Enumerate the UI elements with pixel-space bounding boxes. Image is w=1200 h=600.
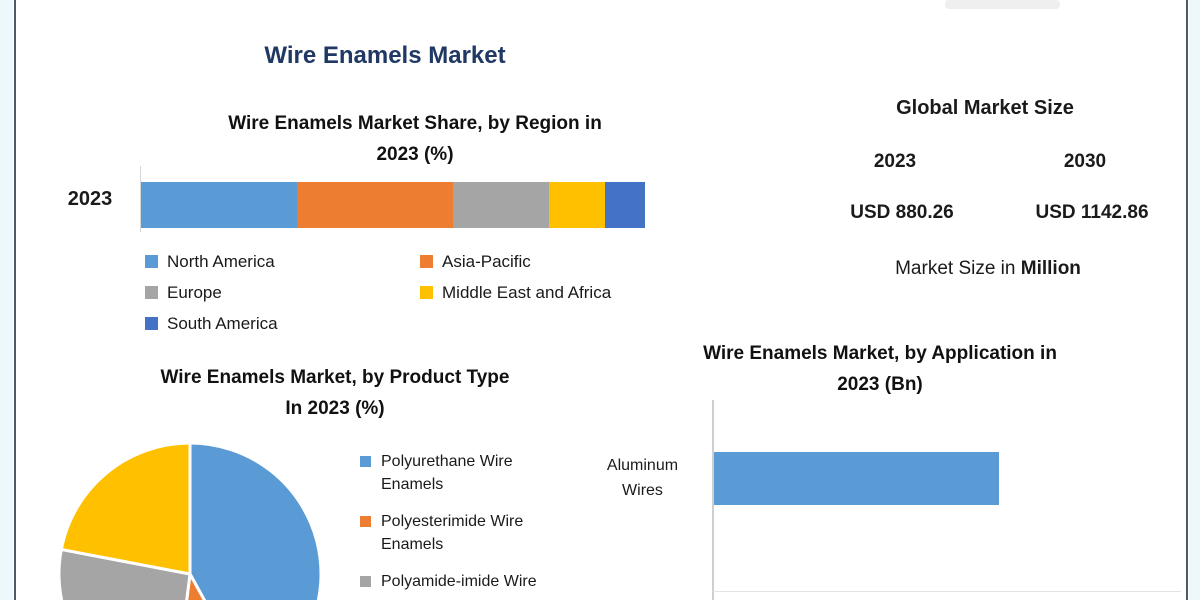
product-pie-title-line1: Wire Enamels Market, by Product Type	[160, 367, 510, 388]
region-chart-title: Wire Enamels Market Share, by Region in …	[115, 108, 715, 170]
product-pie-title-line2: In 2023 (%)	[285, 398, 385, 419]
legend-label-middle-east-africa: Middle East and Africa	[442, 282, 612, 302]
pie-legend-polyesterimide-line2: Enamels	[381, 536, 444, 553]
application-chart-baseline	[713, 591, 1181, 592]
pie-legend-swatch-polyamide-imide	[360, 576, 371, 587]
legend-item-europe: Europe	[145, 277, 420, 308]
pie-slice-3	[59, 441, 192, 576]
application-chart-title-line1: Wire Enamels Market, by Application in	[703, 343, 1057, 364]
application-chart-plot	[714, 452, 1181, 505]
product-pie-svg	[57, 441, 323, 600]
legend-swatch-south-america	[145, 317, 158, 330]
global-market-size-title: Global Market Size	[896, 97, 1074, 119]
region-bar-segment-0	[141, 182, 298, 228]
pie-legend-item-polyamide-imide: Polyamide-imide Wire	[360, 570, 600, 593]
product-pie-title: Wire Enamels Market, by Product Type In …	[85, 362, 585, 424]
watermark-remnant	[945, 0, 1060, 9]
market-size-unit-note-unit: Million	[1020, 258, 1081, 279]
region-chart-category-label: 2023	[67, 188, 113, 210]
legend-label-north-america: North America	[167, 251, 275, 271]
pie-slice-2	[57, 547, 192, 600]
legend-label-south-america: South America	[167, 313, 278, 333]
region-chart-axis-line	[140, 166, 141, 232]
region-stacked-bar	[141, 182, 645, 228]
pie-slice-0	[188, 441, 323, 600]
pie-legend-label-polyamide-imide: Polyamide-imide Wire	[381, 570, 537, 593]
legend-item-south-america: South America	[145, 308, 420, 339]
pie-legend-polyesterimide-line1: Polyesterimide Wire	[381, 513, 524, 530]
market-size-value-2023: USD 880.26	[850, 202, 954, 223]
pie-legend-polyurethane-line2: Enamels	[381, 476, 444, 493]
application-chart-title-line2: 2023 (Bn)	[837, 374, 923, 395]
market-size-unit-note: Market Size in Million	[838, 258, 1138, 280]
market-size-year-2030: 2030	[1063, 151, 1107, 172]
region-bar-segment-3	[549, 182, 605, 228]
region-bar-segment-4	[604, 182, 645, 228]
application-category-line1: Aluminum	[606, 457, 679, 474]
pie-legend-swatch-polyurethane	[360, 456, 371, 467]
left-margin-tint	[0, 0, 13, 600]
legend-item-north-america: North America	[145, 246, 420, 277]
pie-legend-item-polyesterimide: Polyesterimide Wire Enamels	[360, 510, 600, 556]
application-category-label: Aluminum Wires	[590, 453, 695, 503]
legend-item-middle-east-africa: Middle East and Africa	[420, 277, 690, 308]
right-margin-tint	[1189, 0, 1200, 600]
legend-label-europe: Europe	[167, 282, 222, 302]
pie-legend-label-polyesterimide: Polyesterimide Wire Enamels	[381, 510, 523, 556]
pie-slice-1	[185, 572, 207, 600]
application-category-line2: Wires	[622, 482, 663, 499]
application-chart-title: Wire Enamels Market, by Application in 2…	[655, 338, 1105, 400]
legend-swatch-europe	[145, 286, 158, 299]
region-chart-title-line2: 2023 (%)	[376, 144, 454, 165]
legend-swatch-north-america	[145, 255, 158, 268]
pie-legend-label-polyurethane: Polyurethane Wire Enamels	[381, 450, 513, 496]
page-title: Wire Enamels Market	[264, 42, 506, 69]
application-chart-axis-line	[712, 400, 714, 600]
legend-swatch-asia-pacific	[420, 255, 433, 268]
legend-swatch-middle-east-africa	[420, 286, 433, 299]
market-size-unit-note-prefix: Market Size in	[895, 258, 1016, 279]
region-bar-segment-1	[297, 182, 454, 228]
pie-legend-swatch-polyesterimide	[360, 516, 371, 527]
pie-legend-polyamide-imide-line1: Polyamide-imide Wire	[381, 573, 537, 590]
pie-legend-polyurethane-line1: Polyurethane Wire	[381, 453, 513, 470]
legend-label-asia-pacific: Asia-Pacific	[442, 251, 531, 271]
legend-item-asia-pacific: Asia-Pacific	[420, 246, 690, 277]
market-size-value-2030: USD 1142.86	[1035, 202, 1149, 223]
right-frame-border	[1186, 0, 1188, 600]
region-chart-title-line1: Wire Enamels Market Share, by Region in	[228, 113, 602, 134]
market-size-year-2023: 2023	[873, 151, 917, 172]
left-frame-border	[14, 0, 16, 600]
pie-legend-item-polyurethane: Polyurethane Wire Enamels	[360, 450, 600, 496]
region-bar-segment-2	[453, 182, 550, 228]
region-chart-legend: North America Asia-Pacific Europe Middle…	[145, 246, 690, 339]
product-pie-legend: Polyurethane Wire Enamels Polyesterimide…	[360, 450, 600, 600]
application-bar	[714, 452, 999, 505]
